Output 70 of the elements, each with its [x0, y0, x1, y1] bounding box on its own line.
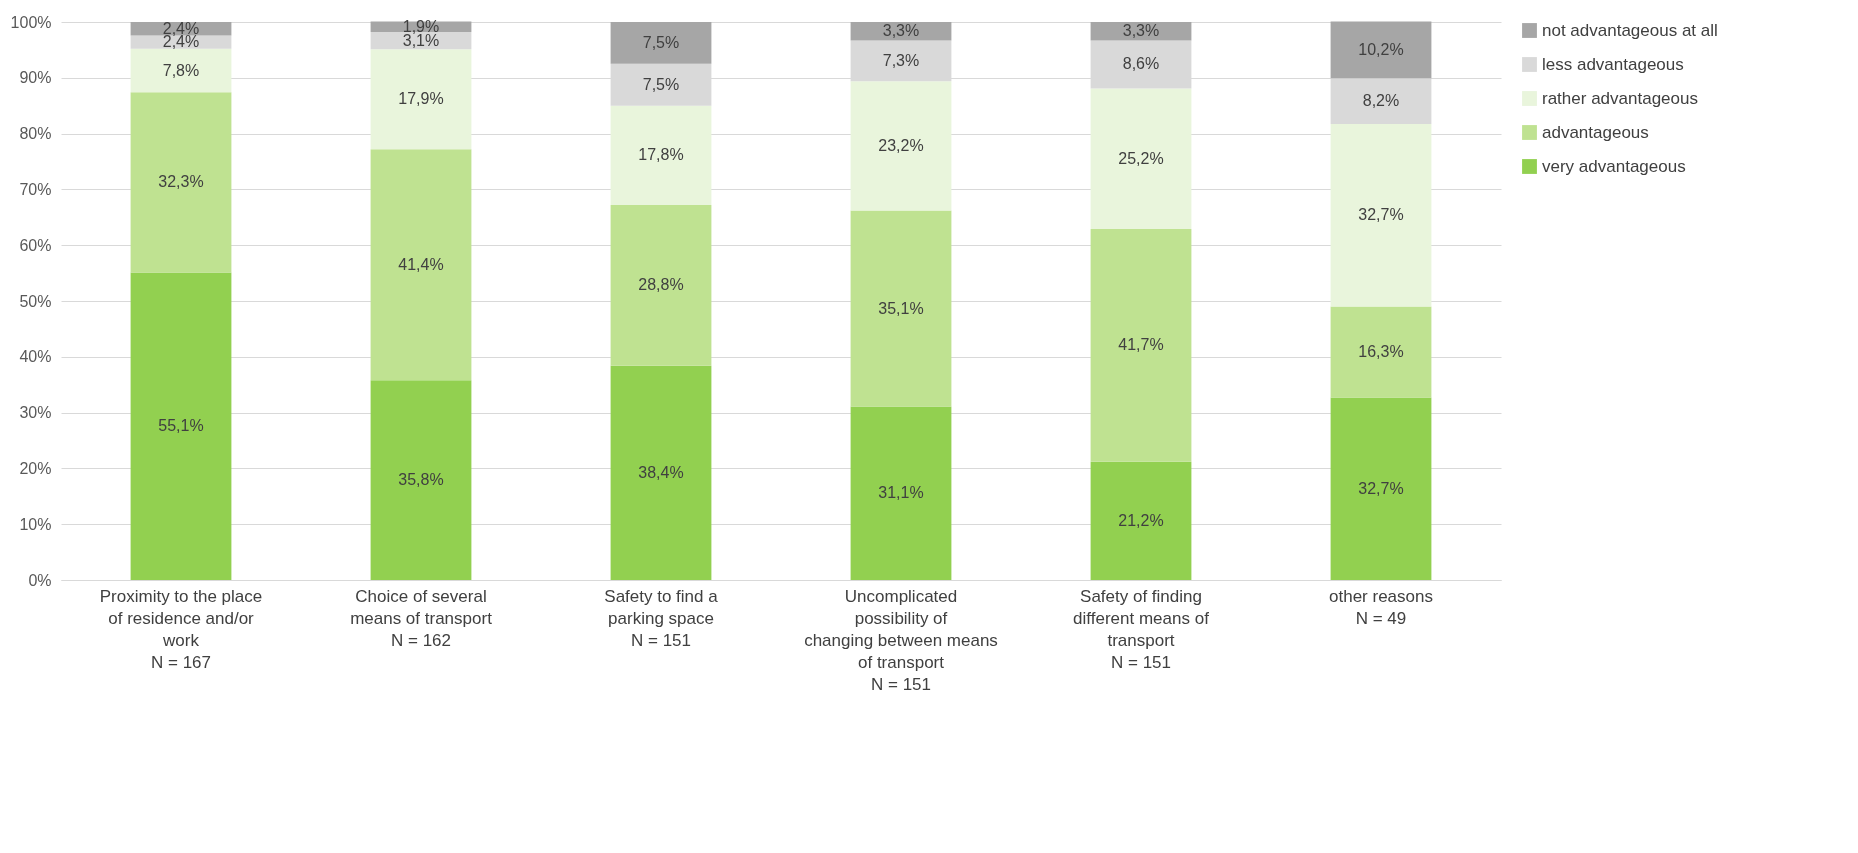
data-label: 23,2% [878, 136, 924, 154]
bar [610, 22, 712, 64]
y-tick-label: 90% [19, 69, 52, 87]
data-label: 31,1% [878, 484, 924, 502]
data-label: 17,8% [638, 146, 684, 164]
data-label: 7,3% [882, 51, 920, 69]
data-label: 35,1% [878, 299, 924, 317]
y-tick-label: 20% [19, 459, 52, 477]
data-label: 35,8% [398, 471, 444, 489]
bar [370, 380, 472, 580]
y-tick-label: 100% [10, 13, 52, 31]
x-tick-label: Safety to find a parking space N = 151 [604, 586, 719, 650]
bar [370, 49, 472, 150]
data-label: 28,8% [638, 276, 684, 294]
bar [130, 48, 232, 93]
x-tick-label: Choice of several means of transport N = 162 [350, 586, 493, 650]
y-tick-label: 30% [19, 404, 52, 422]
y-tick-label: 10% [19, 515, 52, 533]
bar [1330, 124, 1432, 307]
y-tick-label: 50% [19, 292, 52, 310]
data-label: 7,8% [162, 61, 200, 79]
data-label: 32,7% [1358, 479, 1404, 497]
bar [1090, 88, 1192, 230]
bar [850, 210, 952, 407]
data-label: 7,5% [642, 75, 680, 93]
bar [610, 105, 712, 206]
data-label: 38,4% [638, 463, 684, 481]
data-label: 3,3% [1122, 22, 1160, 40]
bar [850, 406, 952, 580]
bar [1330, 21, 1432, 79]
data-label: 8,6% [1122, 55, 1160, 73]
data-label: 16,3% [1358, 343, 1404, 361]
legend-label: less advantageous [1542, 54, 1684, 74]
legend-label: not advantageous at all [1542, 20, 1718, 40]
data-label: 10,2% [1358, 40, 1404, 58]
data-label: 25,2% [1118, 149, 1164, 167]
data-label: 41,4% [398, 255, 444, 273]
data-label: 1,9% [402, 17, 440, 35]
x-tick-label: Safety of finding different means of transport N = 151 [1073, 586, 1210, 672]
bar [1330, 306, 1432, 398]
bar [130, 92, 232, 273]
data-label: 32,7% [1358, 206, 1404, 224]
y-tick-label: 70% [19, 180, 52, 198]
data-label: 3,3% [882, 22, 920, 40]
y-tick-label: 0% [28, 571, 52, 589]
bar [610, 205, 712, 366]
data-label: 17,9% [398, 90, 444, 108]
bar [850, 81, 952, 211]
legend-label: very advantageous [1542, 156, 1686, 176]
x-tick-label: Proximity to the place of residence and/or work N = 167 [99, 586, 263, 672]
bar [610, 365, 712, 580]
x-tick-label: Uncomplicated possibility of changing between means of transport N = 151 [804, 586, 998, 694]
data-label: 7,5% [642, 33, 680, 51]
data-label: 55,1% [158, 417, 204, 435]
x-tick-label: other reasons N = 49 [1329, 586, 1433, 628]
data-label: 2,4% [162, 19, 200, 37]
bar [1090, 461, 1192, 580]
legend-label: rather advantageous [1542, 88, 1698, 108]
data-label: 41,7% [1118, 336, 1164, 354]
y-tick-label: 60% [19, 236, 52, 254]
data-label: 32,3% [158, 173, 204, 191]
data-label: 21,2% [1118, 511, 1164, 529]
legend-label: advantageous [1542, 122, 1649, 142]
bar [370, 149, 472, 381]
bar [130, 272, 232, 580]
y-tick-label: 40% [19, 348, 52, 366]
bar [1330, 397, 1432, 580]
data-label: 8,2% [1362, 92, 1400, 110]
bar [1090, 229, 1192, 462]
y-tick-label: 80% [19, 125, 52, 143]
